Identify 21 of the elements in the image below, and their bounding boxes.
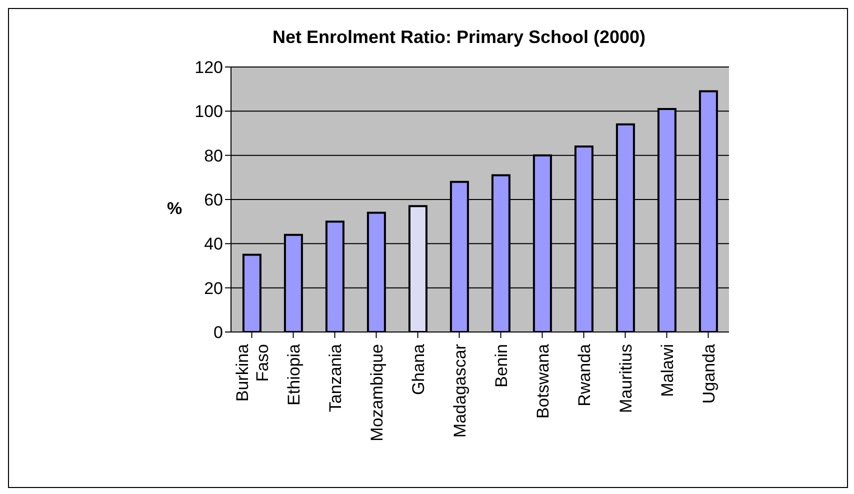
x-tick-label: Ethiopia [284,343,304,406]
x-tick-label: Uganda [699,343,718,404]
x-tick-label: Madagascar [450,344,470,438]
x-tick-label: Tanzania [326,343,345,412]
x-tick-label: Mauritius [616,344,636,413]
y-tick-label: 80 [204,146,223,166]
x-tick-label: Botswana [533,343,552,419]
x-tick-label: Mozambique [367,344,386,442]
x-tick-label: Burkina Faso [232,343,272,402]
y-tick-label: 40 [204,234,223,254]
y-tick-label: 100 [194,102,223,122]
chart-title: Net Enrolment Ratio: Primary School (2000) [271,27,647,48]
y-axis-title: % [167,199,182,219]
x-tick-label: Ghana [408,343,428,396]
y-tick-label: 20 [204,278,223,298]
y-tick-label: 120 [194,58,223,78]
x-tick-label: Benin [492,344,511,388]
y-tick-label: 0 [214,323,223,342]
x-tick-label: Malawi [658,344,677,397]
y-tick-label: 60 [204,190,223,210]
x-tick-label: Rwanda [574,343,594,406]
